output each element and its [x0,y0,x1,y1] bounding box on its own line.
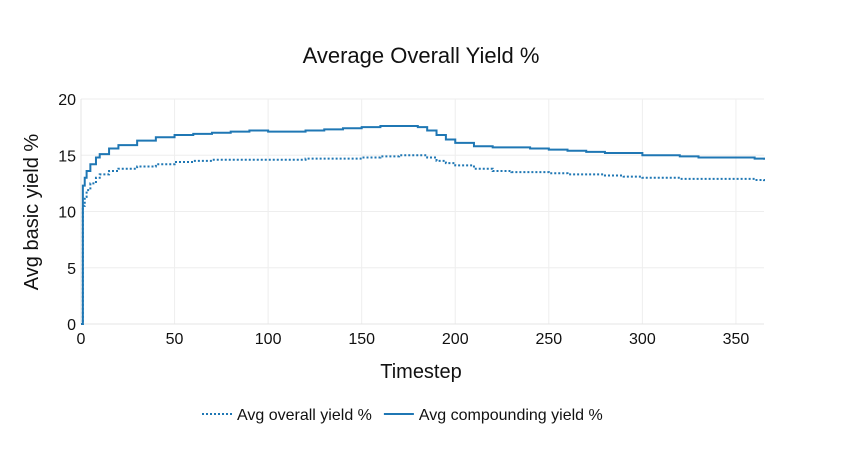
y-tick-labels: 0 5 10 15 20 [58,92,76,334]
chart-title: Average Overall Yield % [303,43,540,68]
y-tick-label: 10 [58,205,76,222]
x-tick-label: 250 [535,331,562,348]
legend-item-overall-yield[interactable]: Avg overall yield % [202,407,372,424]
gridlines [81,98,764,324]
x-tick-label: 50 [166,331,184,348]
y-tick-label: 0 [67,317,76,334]
series-line-compounding-yield [81,125,765,325]
x-tick-label: 150 [348,331,375,348]
y-axis-title: Avg basic yield % [21,134,43,291]
series-lines [81,125,765,325]
x-axis-title: Timestep [380,361,462,383]
y-tick-label: 20 [58,92,76,109]
axes [80,99,764,325]
x-tick-label: 350 [723,331,750,348]
y-tick-label: 5 [67,261,76,278]
legend-label: Avg overall yield % [237,407,372,424]
legend-item-compounding-yield[interactable]: Avg compounding yield % [383,407,603,424]
y-tick-label: 15 [58,148,76,165]
legend-label: Avg compounding yield % [419,407,603,424]
x-tick-label: 200 [442,331,469,348]
x-tick-label: 300 [629,331,656,348]
x-tick-label: 100 [255,331,282,348]
legend[interactable]: Avg overall yield % Avg compounding yield… [202,407,603,424]
x-tick-label: 0 [77,331,86,348]
series-line-overall-yield [81,154,765,325]
x-tick-labels: 0 50 100 150 200 250 300 350 [77,331,750,348]
